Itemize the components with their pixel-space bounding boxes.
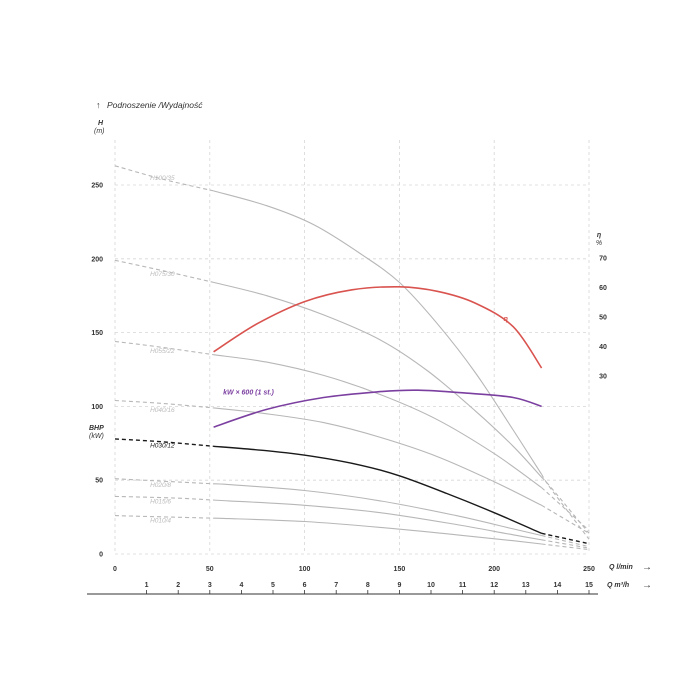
curve-h010-4-dashed-start [114,515,214,519]
x-bottom-tick-label: 9 [397,582,401,589]
series-label-power: kW × 600 (1 st.) [223,390,274,397]
x-top-tick-label: 250 [583,566,595,573]
bhp-unit: (kW) [89,433,104,440]
curve-h100-35-dashed-end [541,474,590,540]
curve-h040-16 [213,407,542,506]
y-left-tick-label: 250 [91,183,103,190]
y-right-label: η [597,232,601,239]
title-arrow-icon: ↑ [96,100,101,110]
x-top-tick-label: 0 [113,566,117,573]
curve-h030-12-dashed-start [114,438,214,447]
x-bottom-arrow-icon: → [642,580,652,591]
x-bottom-tick-label: 10 [427,582,435,589]
curve-label-h100-35: H100/35 [150,175,175,182]
bhp-label: BHP [89,425,104,432]
x-bottom-label: Q m³/h [607,582,629,589]
x-bottom-tick-label: 3 [208,582,212,589]
x-bottom-tick-label: 12 [490,582,498,589]
x-bottom-tick-label: 4 [239,582,243,589]
y-right-tick-label: 70 [599,256,607,263]
y-right-unit: % [596,240,602,247]
curve-h015-6-dashed-start [114,495,214,501]
x-bottom-tick-label: 6 [303,582,307,589]
y-left-unit: (m) [94,128,105,135]
curve-h055-22-dashed-end [541,487,590,531]
series-label-efficiency: η [504,316,508,323]
y-left-tick-label: 0 [99,552,103,559]
curve-label-h075-30: H075/30 [150,271,175,278]
curve-h100-35-dashed-start [114,165,214,192]
x-bottom-tick-label: 1 [145,582,149,589]
y-left-tick-label: 100 [91,404,103,411]
y-right-tick-label: 50 [599,315,607,322]
curve-h020-8-dashed-start [114,478,214,485]
curve-h055-22-dashed-start [114,340,214,356]
chart-title: Podnoszenie /Wydajność [107,100,203,110]
x-top-tick-label: 50 [206,566,214,573]
series-line-power [213,389,542,428]
y-right-tick-label: 40 [599,344,607,351]
y-left-label: H [98,120,104,127]
x-top-arrow-icon: → [642,562,652,573]
curve-h030-12-dashed-end [541,532,590,545]
y-right-tick-label: 60 [599,285,607,292]
curve-label-h015-6: H015/6 [150,498,171,505]
curve-label-h030-12: H030/12 [150,442,175,449]
curve-h100-35 [213,190,543,475]
x-bottom-tick-label: 7 [334,582,338,589]
curve-h015-6-dashed-end [541,539,590,549]
curve-h030-12 [213,445,542,534]
series-line-efficiency [213,285,543,369]
curve-h055-22 [213,354,542,489]
x-bottom-tick-label: 15 [585,582,593,589]
curve-label-h055-22: H055/22 [150,348,175,355]
curve-label-h010-4: H010/4 [150,518,171,525]
curve-h010-4 [213,517,542,545]
axes: 0 50 100 150 200 250 0 50 100 150 200 250 30 40 50 60 70… [87,183,607,595]
curve-labels: H100/35 H075/30 H055/22 H040/16 H030/12 H020/… [150,175,508,524]
x-top-tick-label: 150 [394,566,406,573]
y-left-tick-label: 200 [91,256,103,263]
x-bottom-tick-label: 8 [366,582,370,589]
curve-h010-4-dashed-end [541,543,590,551]
curve-h020-8 [213,483,542,537]
curve-h040-16-dashed-end [541,504,590,534]
curves [114,165,590,551]
curve-h075-30 [213,281,543,478]
grid [114,140,590,555]
curve-h075-30-dashed-start [114,259,214,283]
x-bottom-tick-label: 11 [459,582,467,589]
x-bottom-tick-label: 13 [522,582,530,589]
curve-h015-6 [213,499,542,541]
x-top-label: Q l/min [609,564,633,571]
y-left-tick-label: 150 [91,330,103,337]
x-bottom-tick-label: 5 [271,582,275,589]
curve-h020-8-dashed-end [541,534,590,548]
x-bottom-tick-label: 2 [176,582,180,589]
curve-h040-16-dashed-start [114,399,214,409]
x-top-tick-label: 200 [488,566,500,573]
curve-h075-30-dashed-end [541,476,590,534]
y-right-tick-label: 30 [599,374,607,381]
x-top-tick-label: 100 [299,566,311,573]
y-left-tick-label: 50 [95,478,103,485]
curve-label-h020-8: H020/8 [150,482,171,489]
x-bottom-tick-label: 14 [554,582,562,589]
curve-label-h040-16: H040/16 [150,407,175,414]
